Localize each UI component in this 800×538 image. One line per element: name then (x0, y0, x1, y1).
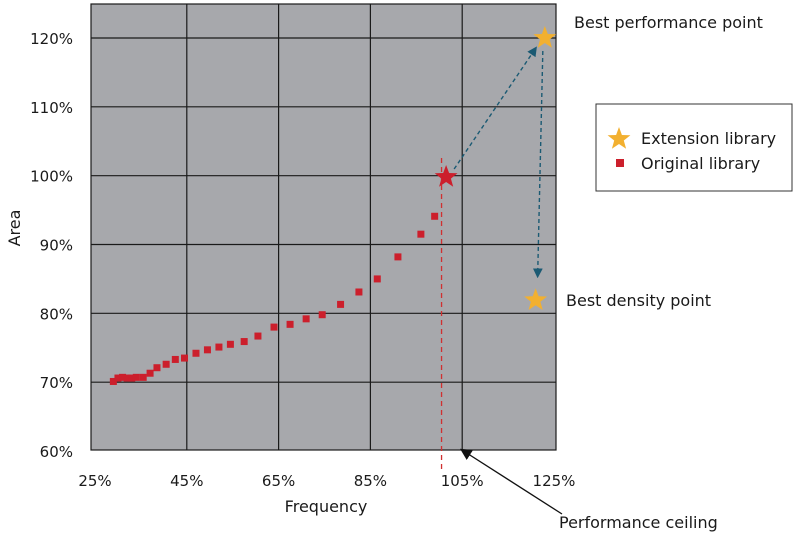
original-library-point (240, 338, 248, 346)
original-library-point (146, 369, 154, 377)
x-tick-label: 45% (170, 472, 203, 490)
original-library-point (355, 288, 363, 296)
original-library-point (318, 311, 326, 319)
x-axis-ticks: 25% 45% 65% 85% 105% 125% (78, 472, 575, 490)
y-axis-title: Area (5, 210, 24, 247)
x-tick-label: 65% (262, 472, 295, 490)
original-library-point (153, 364, 161, 372)
original-library-point (109, 377, 117, 385)
arrow-to-performance-ceiling (460, 448, 563, 515)
original-library-point (128, 374, 136, 382)
original-library-point (139, 373, 147, 381)
y-tick-label: 120% (30, 30, 73, 48)
legend: Extension library Original library (595, 103, 793, 192)
y-tick-label: 80% (40, 305, 73, 323)
x-tick-label: 25% (78, 472, 111, 490)
original-library-point (171, 355, 179, 363)
original-library-point (270, 323, 278, 331)
original-library-point (162, 360, 170, 368)
original-library-point (254, 332, 262, 340)
original-library-point (123, 374, 131, 382)
arrow-to-best-performance (453, 46, 537, 170)
original-library-point (302, 315, 310, 323)
legend-star-marker (607, 127, 631, 149)
original-library-point (337, 300, 345, 308)
x-tick-label: 105% (441, 472, 484, 490)
original-library-point (286, 320, 294, 328)
original-library-point (114, 374, 122, 382)
performance-ceiling-label: Performance ceiling (559, 513, 718, 532)
legend-square-marker (616, 159, 624, 167)
original-library-point (119, 373, 127, 381)
original-library-point (226, 340, 234, 348)
original-library-point (181, 354, 189, 362)
original-library-point (215, 343, 223, 351)
legend-original-label: Original library (641, 154, 760, 173)
y-tick-label: 100% (30, 168, 73, 186)
x-tick-label: 125% (533, 472, 576, 490)
extension-library-star (533, 26, 557, 48)
legend-box (595, 103, 793, 192)
y-tick-label: 90% (40, 237, 73, 255)
y-tick-label: 60% (40, 443, 73, 461)
annotation-arrows (453, 46, 563, 515)
y-tick-label: 70% (40, 374, 73, 392)
original-library-point (203, 346, 211, 354)
extension-library-star (524, 288, 548, 310)
data-points (109, 26, 557, 385)
original-library-point (431, 212, 439, 220)
best-performance-label: Best performance point (574, 13, 763, 32)
original-library-point (192, 349, 200, 357)
original-best-star (434, 165, 458, 187)
y-tick-label: 110% (30, 99, 73, 117)
original-library-point (417, 230, 425, 238)
plot-area (91, 4, 556, 450)
original-library-point (132, 373, 140, 381)
original-library-point (373, 275, 381, 283)
arrow-to-best-density (532, 50, 544, 279)
y-axis-ticks: 60% 70% 80% 90% 100% 110% 120% (30, 30, 73, 461)
best-density-label: Best density point (566, 291, 711, 310)
legend-extension-label: Extension library (641, 129, 776, 148)
plot-border (90, 3, 557, 451)
original-library-point (394, 253, 402, 261)
x-axis-title: Frequency (285, 497, 368, 516)
x-tick-label: 85% (354, 472, 387, 490)
